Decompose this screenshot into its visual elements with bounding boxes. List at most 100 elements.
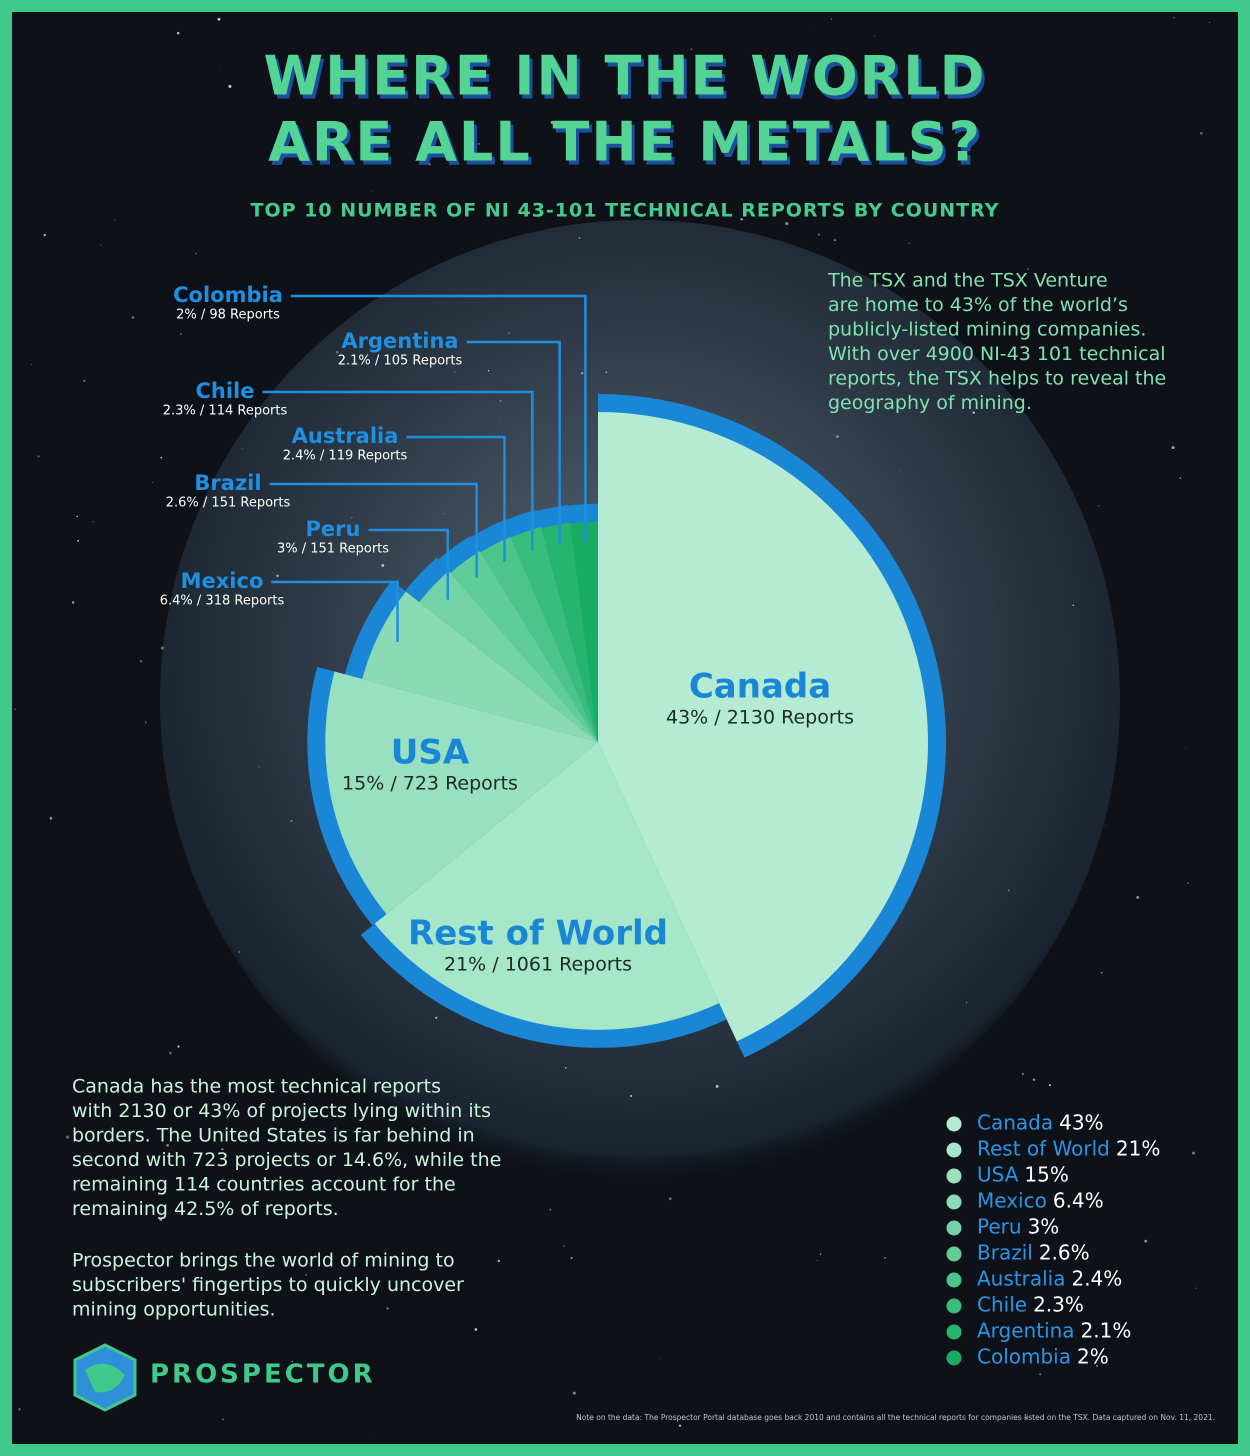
star [381,563,385,567]
footnote: Note on the data: The Prospector Portal … [576,1413,1215,1422]
note-line: subscribers' fingertips to quickly uncov… [72,1274,464,1296]
star [166,1143,170,1147]
star [1021,1073,1024,1076]
star [908,242,910,244]
star [499,419,501,420]
star [343,1106,347,1109]
star [276,574,279,578]
star [474,1328,478,1331]
slice-label: USA [391,733,470,773]
leader-line [269,482,478,578]
slice-label: Brazil [194,471,261,495]
star [49,817,53,820]
note-line: borders. The United States is far behind… [72,1125,475,1147]
slice-value-label: 2% / 98 Reports [176,308,280,323]
legend-label: Australia [977,1267,1065,1291]
subtitle: TOP 10 NUMBER OF NI 43-101 TECHNICAL REP… [251,200,1000,222]
slice [374,742,720,1030]
slice-label: Mexico [181,569,264,593]
star [114,219,116,221]
star [76,515,78,518]
star [220,67,222,69]
star [972,411,975,414]
note-line: publicly-listed mining companies. [828,319,1146,341]
star [816,1259,818,1262]
star [978,209,980,211]
leader-line [406,435,506,562]
star [159,1217,163,1221]
star [1096,1365,1098,1367]
logo [73,1343,137,1412]
star [497,1259,501,1263]
star [340,1377,341,1379]
note-line: mining opportunities. [72,1299,276,1321]
legend-swatch [946,1298,962,1314]
star [30,364,32,366]
slice-label: Chile [195,379,254,403]
star [1024,1416,1028,1420]
star [1136,896,1140,899]
star [775,137,778,139]
star [152,482,153,484]
legend-swatch [946,1194,962,1210]
slice-label: Canada [689,667,831,707]
note-line: are home to 43% of the world’s [828,294,1128,316]
note-line: geography of mining. [828,392,1032,414]
slice-value-label: 2.6% / 151 Reports [166,496,291,511]
star [993,601,995,603]
star [605,371,608,373]
star [83,379,86,382]
star [335,351,339,354]
slice-value-label: 2.4% / 119 Reports [283,449,408,464]
legend-label: Rest of World [977,1137,1110,1161]
star [92,521,94,523]
note-line: second with 723 projects or 14.6%, while… [72,1149,501,1171]
star [258,766,260,768]
legend-swatch [946,1116,962,1132]
star [578,237,581,240]
legend-label: Mexico [977,1189,1047,1213]
brand: PROSPECTOR [150,1360,376,1390]
star [1027,268,1029,270]
legend-swatch [946,1350,962,1366]
star [180,333,182,335]
star [1144,1239,1148,1243]
slice [419,571,598,742]
star [428,163,431,166]
slice-value-label: 3% / 151 Reports [277,542,389,557]
legend-label: Peru [977,1215,1022,1239]
legend-value: 3% [1028,1215,1060,1239]
leader-line [262,390,534,551]
star [160,646,164,650]
star [373,1437,375,1439]
legend-value: 6.4% [1053,1189,1104,1213]
slice-value-label: 2.3% / 114 Reports [163,404,288,419]
star [1039,1373,1042,1376]
slice-label: Rest of World [408,914,668,954]
star [177,1045,180,1048]
title-line: WHERE IN THE WORLD [264,45,987,108]
legend-label: USA [977,1163,1019,1187]
star [351,516,353,519]
star [160,456,163,459]
star [549,1208,552,1211]
star [238,951,240,953]
star [144,721,147,724]
note-line: Canada has the most technical reports [72,1076,441,1098]
star [37,455,40,458]
star [1191,1151,1196,1155]
star [785,222,789,226]
legend-swatch [946,1272,962,1288]
star [1105,824,1107,826]
star [1173,16,1175,19]
star [417,53,419,55]
star [817,233,820,236]
star [617,88,619,90]
star [386,1307,389,1310]
slice-value-label: 15% / 723 Reports [342,773,518,795]
star [453,371,456,373]
star [770,156,772,158]
star [443,513,445,515]
star [884,1256,886,1259]
legend-label: Argentina [977,1319,1075,1343]
